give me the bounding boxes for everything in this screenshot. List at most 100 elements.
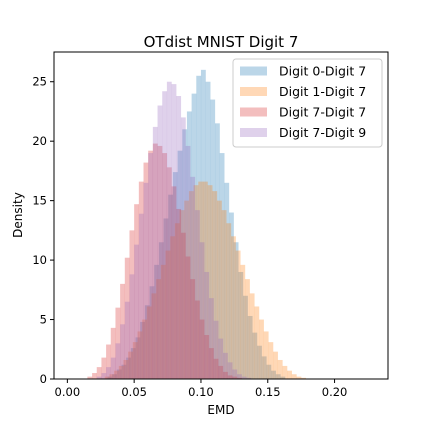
histogram-bar <box>277 359 283 379</box>
histogram-bar <box>226 223 232 379</box>
histogram-bar <box>172 172 178 379</box>
histogram-bar <box>112 374 117 379</box>
histogram-bar <box>110 357 116 379</box>
histogram-bar <box>207 185 213 379</box>
histogram-bar <box>194 300 200 379</box>
histogram-bar <box>218 365 224 379</box>
histogram-bar <box>224 182 230 379</box>
histogram-bar <box>271 370 276 379</box>
histogram-bar <box>237 377 242 379</box>
series-1 <box>107 69 286 380</box>
histogram-bar <box>223 371 228 379</box>
histogram-bar <box>266 364 272 379</box>
histogram-bar <box>221 210 227 379</box>
histogram-bar <box>101 373 107 379</box>
histogram-bar <box>191 93 197 380</box>
histogram-bar <box>110 327 116 379</box>
histogram-bar <box>123 359 129 379</box>
histogram-bar <box>214 123 220 379</box>
histogram-bar <box>301 377 306 379</box>
x-tick-label: 0.00 <box>55 385 81 399</box>
x-tick-label: 0.15 <box>255 385 281 399</box>
histogram-bar <box>118 365 124 379</box>
histogram-bar <box>130 348 136 379</box>
y-tick-label: 0 <box>40 372 47 386</box>
x-tick-label: 0.05 <box>121 385 147 399</box>
histogram-bar <box>129 230 135 379</box>
histogram-bar <box>107 376 113 379</box>
histogram-bar <box>210 99 216 379</box>
histogram-bar <box>92 373 97 379</box>
histogram-bar <box>109 374 115 379</box>
histogram-bar <box>193 185 199 379</box>
histogram-bar <box>121 364 127 379</box>
plot-frame <box>53 51 389 380</box>
histogram-bar <box>174 223 180 379</box>
histogram-bar <box>138 213 144 379</box>
histogram-bar <box>142 319 148 379</box>
histogram-bar <box>188 191 194 379</box>
histogram-bar <box>140 321 145 379</box>
histogram-bar <box>291 374 297 379</box>
histogram-bar <box>273 351 278 379</box>
histogram-bar <box>216 200 222 379</box>
histogram-bar <box>185 145 191 379</box>
histogram-bar <box>232 376 238 379</box>
series-2 <box>104 181 306 379</box>
histogram-bar <box>259 319 264 379</box>
legend-label: Digit 0-Digit 7 <box>279 64 366 79</box>
histogram-bar <box>176 96 182 379</box>
histogram-bar <box>96 376 102 379</box>
histogram-bar <box>120 324 125 379</box>
histogram-bar <box>149 286 155 379</box>
histogram-bar <box>229 212 234 379</box>
histogram-bar <box>184 200 190 379</box>
histogram-bar <box>115 307 121 379</box>
y-tick-label: 20 <box>32 134 47 148</box>
histogram-bar <box>254 306 260 379</box>
histogram-bar <box>241 376 247 379</box>
histogram-bar <box>247 315 253 379</box>
histogram-bar <box>166 81 172 379</box>
histogram-bar <box>143 182 149 379</box>
histogram-bar <box>194 210 200 379</box>
histogram-bar <box>96 367 102 379</box>
histogram-bar <box>115 343 121 379</box>
histogram-bar <box>168 194 174 379</box>
histogram-bar <box>176 208 182 379</box>
histogram-bar <box>231 236 236 379</box>
histogram-bar <box>143 162 149 379</box>
histogram-bar <box>263 331 269 379</box>
histogram-bar <box>137 331 143 379</box>
histogram-bar <box>202 181 208 379</box>
histogram-bar <box>151 293 157 379</box>
histogram-bar <box>146 306 152 379</box>
x-tick-label: 0.10 <box>188 385 214 399</box>
histogram-bar <box>190 176 196 379</box>
histogram-bar <box>160 264 166 379</box>
histogram-bar <box>120 283 125 379</box>
histogram-bar <box>280 376 286 379</box>
histogram-bar <box>249 293 255 379</box>
legend-label: Digit 1-Digit 7 <box>279 84 366 99</box>
y-tick-label: 25 <box>32 75 47 89</box>
histogram-bar <box>162 91 168 380</box>
histogram-bar <box>171 84 177 380</box>
histogram-bar <box>227 362 233 379</box>
x-axis-label: EMD <box>207 403 234 417</box>
histogram-bar <box>233 242 239 379</box>
histogram-bar <box>180 117 186 380</box>
histogram-bar <box>204 271 210 379</box>
y-tick-label: 5 <box>40 313 47 327</box>
histogram-bar <box>179 210 185 379</box>
x-axis-ticks: 0.00 0.05 0.10 0.15 0.20 <box>55 379 348 399</box>
legend: Digit 0-Digit 7 Digit 1-Digit 7 Digit 7-Di… <box>232 58 383 148</box>
histogram-bar <box>245 279 250 379</box>
x-tick-label: 0.20 <box>322 385 348 399</box>
histogram-bar <box>196 75 202 379</box>
histogram-bar <box>198 181 204 379</box>
histogram-bar <box>163 218 169 379</box>
histogram-bar <box>132 342 138 379</box>
histogram-bar <box>154 264 160 379</box>
histogram-bar <box>199 319 205 379</box>
